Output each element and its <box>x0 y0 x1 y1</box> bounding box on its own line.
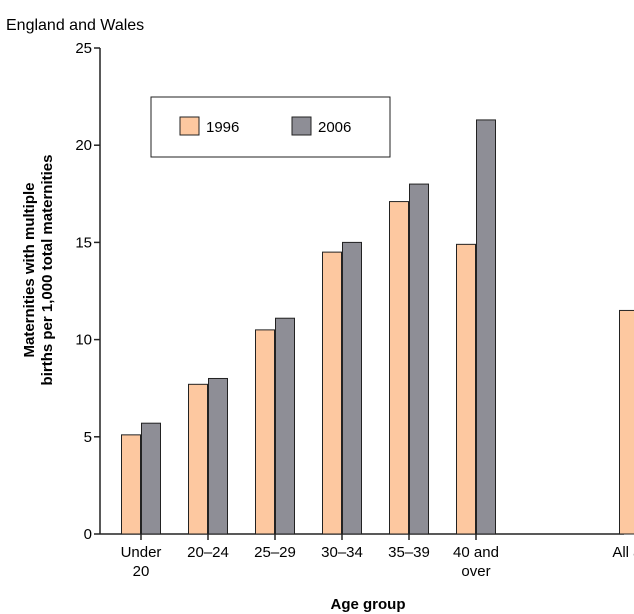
y-axis-title-line: births per 1,000 total maternities <box>39 155 56 386</box>
bar-2006 <box>342 241 362 535</box>
x-tick-label: Under 20 <box>121 544 162 580</box>
x-tick-label-line: 20–24 <box>187 544 229 561</box>
legend: 1996 2006 <box>150 96 391 158</box>
chart-subtitle: England and Wales <box>6 17 144 34</box>
bar-2006 <box>208 377 228 535</box>
x-tick-label: 30–34 <box>321 544 363 561</box>
bar-1996 <box>389 201 409 535</box>
legend-label-1996: 1996 <box>206 119 239 136</box>
x-tick-label: 25–29 <box>254 544 296 561</box>
x-tick-label-line: 30–34 <box>321 544 363 561</box>
bar-1996 <box>255 329 275 535</box>
x-tick-label: 20–24 <box>187 544 229 561</box>
y-tick-label: 0 <box>84 526 92 543</box>
y-tick-label: 10 <box>75 332 92 349</box>
y-axis-title: Maternities with multiplebirths per 1,00… <box>21 155 56 386</box>
bar-1996 <box>188 383 208 535</box>
x-axis-label: Age group <box>331 596 406 613</box>
x-tick-label-line: 20 <box>133 563 150 580</box>
x-tick-label-line: 25–29 <box>254 544 296 561</box>
y-axis-label: Maternities with multiplebirths per 1,00… <box>21 155 56 386</box>
x-tick-label-line: 35–39 <box>388 544 430 561</box>
x-tick-labels: Under 20 20–24 25–29 30–34 35–39 40 and over All… <box>121 534 634 580</box>
y-tick-label: 20 <box>75 137 92 154</box>
x-tick-label: 40 and over <box>453 544 499 580</box>
x-tick-label-line: over <box>461 563 490 580</box>
bar-1996 <box>121 434 141 535</box>
bar-2006 <box>275 317 295 535</box>
bar-1996 <box>456 243 476 535</box>
legend-swatch-2006 <box>291 116 312 136</box>
legend-swatch-1996 <box>179 116 200 136</box>
axes: 0 5 10 15 20 25 <box>75 40 624 543</box>
bar-2006 <box>409 183 429 535</box>
bar-2006 <box>141 422 161 535</box>
legend-label-2006: 2006 <box>318 119 351 136</box>
bar-1996 <box>322 251 342 535</box>
x-tick-label-line: All ages <box>612 544 634 561</box>
x-tick-label: 35–39 <box>388 544 430 561</box>
bar-2006 <box>476 119 496 535</box>
bar-1996 <box>619 309 634 535</box>
y-tick-label: 5 <box>84 429 92 446</box>
x-tick-label: All ages <box>612 544 634 561</box>
x-tick-label-line: 40 and <box>453 544 499 561</box>
y-tick-label: 25 <box>75 40 92 57</box>
y-axis-title-line: Maternities with multiple <box>21 182 38 357</box>
x-tick-label-line: Under <box>121 544 162 561</box>
y-tick-label: 15 <box>75 234 92 251</box>
bars <box>121 119 634 535</box>
